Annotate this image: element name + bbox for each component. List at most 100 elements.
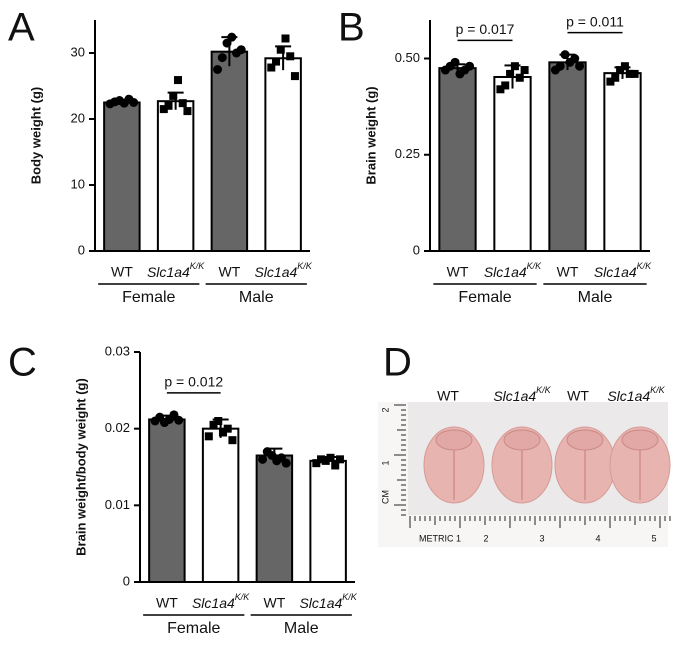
label-sup: K/K xyxy=(297,261,313,271)
data-point xyxy=(625,69,634,78)
label-sup: K/K xyxy=(637,261,653,271)
data-point xyxy=(326,453,335,462)
y-tick-label: 0.03 xyxy=(105,343,130,358)
data-point xyxy=(174,415,184,425)
label-sup: K/K xyxy=(235,592,251,602)
data-point xyxy=(450,57,460,67)
x-tick-label: Slc1a4K/K xyxy=(484,261,542,279)
x-tick-label: WT xyxy=(447,264,469,280)
y-tick-label: 0 xyxy=(413,242,420,257)
bar xyxy=(438,67,477,252)
data-point xyxy=(510,62,519,71)
data-point xyxy=(276,45,285,54)
y-tick-label: 0 xyxy=(123,573,130,588)
group-label: Male xyxy=(239,289,274,306)
data-point xyxy=(227,32,237,42)
label-text: Slc1a4 xyxy=(607,388,650,404)
photo-label: WT xyxy=(567,388,589,404)
data-point xyxy=(218,428,227,437)
x-tick-label: WT xyxy=(557,264,579,280)
data-point xyxy=(217,53,227,63)
data-point xyxy=(575,61,585,71)
ruler-label: CM xyxy=(380,490,390,504)
data-point xyxy=(496,85,505,94)
data-point xyxy=(506,69,515,78)
label-text: Slc1a4 xyxy=(594,264,637,280)
photo-label: Slc1a4K/K xyxy=(493,385,551,403)
data-point xyxy=(169,91,178,100)
label-text: Slc1a4 xyxy=(147,264,190,280)
label-text: Slc1a4 xyxy=(484,264,527,280)
data-point xyxy=(560,50,570,60)
label-sup: K/K xyxy=(650,385,666,395)
data-point xyxy=(630,69,639,78)
data-point xyxy=(213,65,223,74)
ruler-label: 2 xyxy=(380,407,390,412)
data-point xyxy=(515,73,524,82)
data-point xyxy=(520,66,529,75)
y-tick-label: 0.02 xyxy=(105,420,130,435)
photo-label: WT xyxy=(437,388,459,404)
y-tick-label: 0.25 xyxy=(395,146,420,161)
data-point xyxy=(501,81,510,90)
p-value: p = 0.017 xyxy=(456,21,515,37)
data-point xyxy=(204,432,213,441)
x-tick-label: Slc1a4K/K xyxy=(594,261,652,279)
y-tick-label: 0.50 xyxy=(395,50,420,65)
data-point xyxy=(209,420,218,429)
bar xyxy=(148,418,186,584)
data-point xyxy=(228,436,237,445)
data-point xyxy=(159,105,168,114)
data-point xyxy=(129,98,139,107)
data-point xyxy=(335,455,344,464)
data-point xyxy=(317,455,326,464)
data-point xyxy=(183,107,192,116)
x-tick-label: Slc1a4K/K xyxy=(192,592,250,610)
bar xyxy=(156,100,195,253)
data-point xyxy=(178,99,187,108)
data-point xyxy=(620,62,629,71)
bar xyxy=(493,75,532,253)
label-text: Slc1a4 xyxy=(299,595,342,611)
ruler-label: METRIC 1 xyxy=(419,533,461,543)
y-axis-label: Brain weight (g) xyxy=(363,86,378,184)
label-text: Slc1a4 xyxy=(493,388,536,404)
x-tick-label: WT xyxy=(111,264,133,280)
photo-label: Slc1a4K/K xyxy=(607,385,665,403)
x-tick-label: Slc1a4K/K xyxy=(147,261,205,279)
bar xyxy=(309,459,347,583)
data-point xyxy=(570,54,580,63)
data-point xyxy=(465,61,475,71)
y-tick-label: 0 xyxy=(78,242,85,257)
y-axis-label: Brain weight/body weight (g) xyxy=(73,378,88,556)
cerebellum xyxy=(566,429,604,451)
ruler-label: 4 xyxy=(595,533,600,543)
y-tick-label: 10 xyxy=(71,176,85,191)
data-point xyxy=(267,63,276,72)
label-text: Slc1a4 xyxy=(192,595,235,611)
ruler-label: 3 xyxy=(539,533,544,543)
bar xyxy=(548,61,587,252)
p-value: p = 0.011 xyxy=(566,13,624,29)
label-sup: K/K xyxy=(527,261,543,271)
group-label: Female xyxy=(458,289,511,306)
bar xyxy=(210,50,249,253)
data-point xyxy=(281,458,291,468)
data-point xyxy=(164,101,173,110)
y-tick-label: 0.01 xyxy=(105,497,130,512)
data-point xyxy=(290,72,299,81)
bar xyxy=(603,72,642,252)
group-label: Female xyxy=(167,620,220,637)
panel-label: B xyxy=(338,6,365,50)
label-text: Slc1a4 xyxy=(254,264,297,280)
group-label: Female xyxy=(122,289,175,306)
x-tick-label: WT xyxy=(263,595,285,611)
label-sup: K/K xyxy=(342,592,358,602)
bar xyxy=(264,57,302,252)
data-point xyxy=(214,417,223,425)
ruler-label: 5 xyxy=(651,533,656,543)
group-label: Male xyxy=(284,620,319,637)
data-point xyxy=(312,459,321,468)
bar xyxy=(255,454,294,583)
